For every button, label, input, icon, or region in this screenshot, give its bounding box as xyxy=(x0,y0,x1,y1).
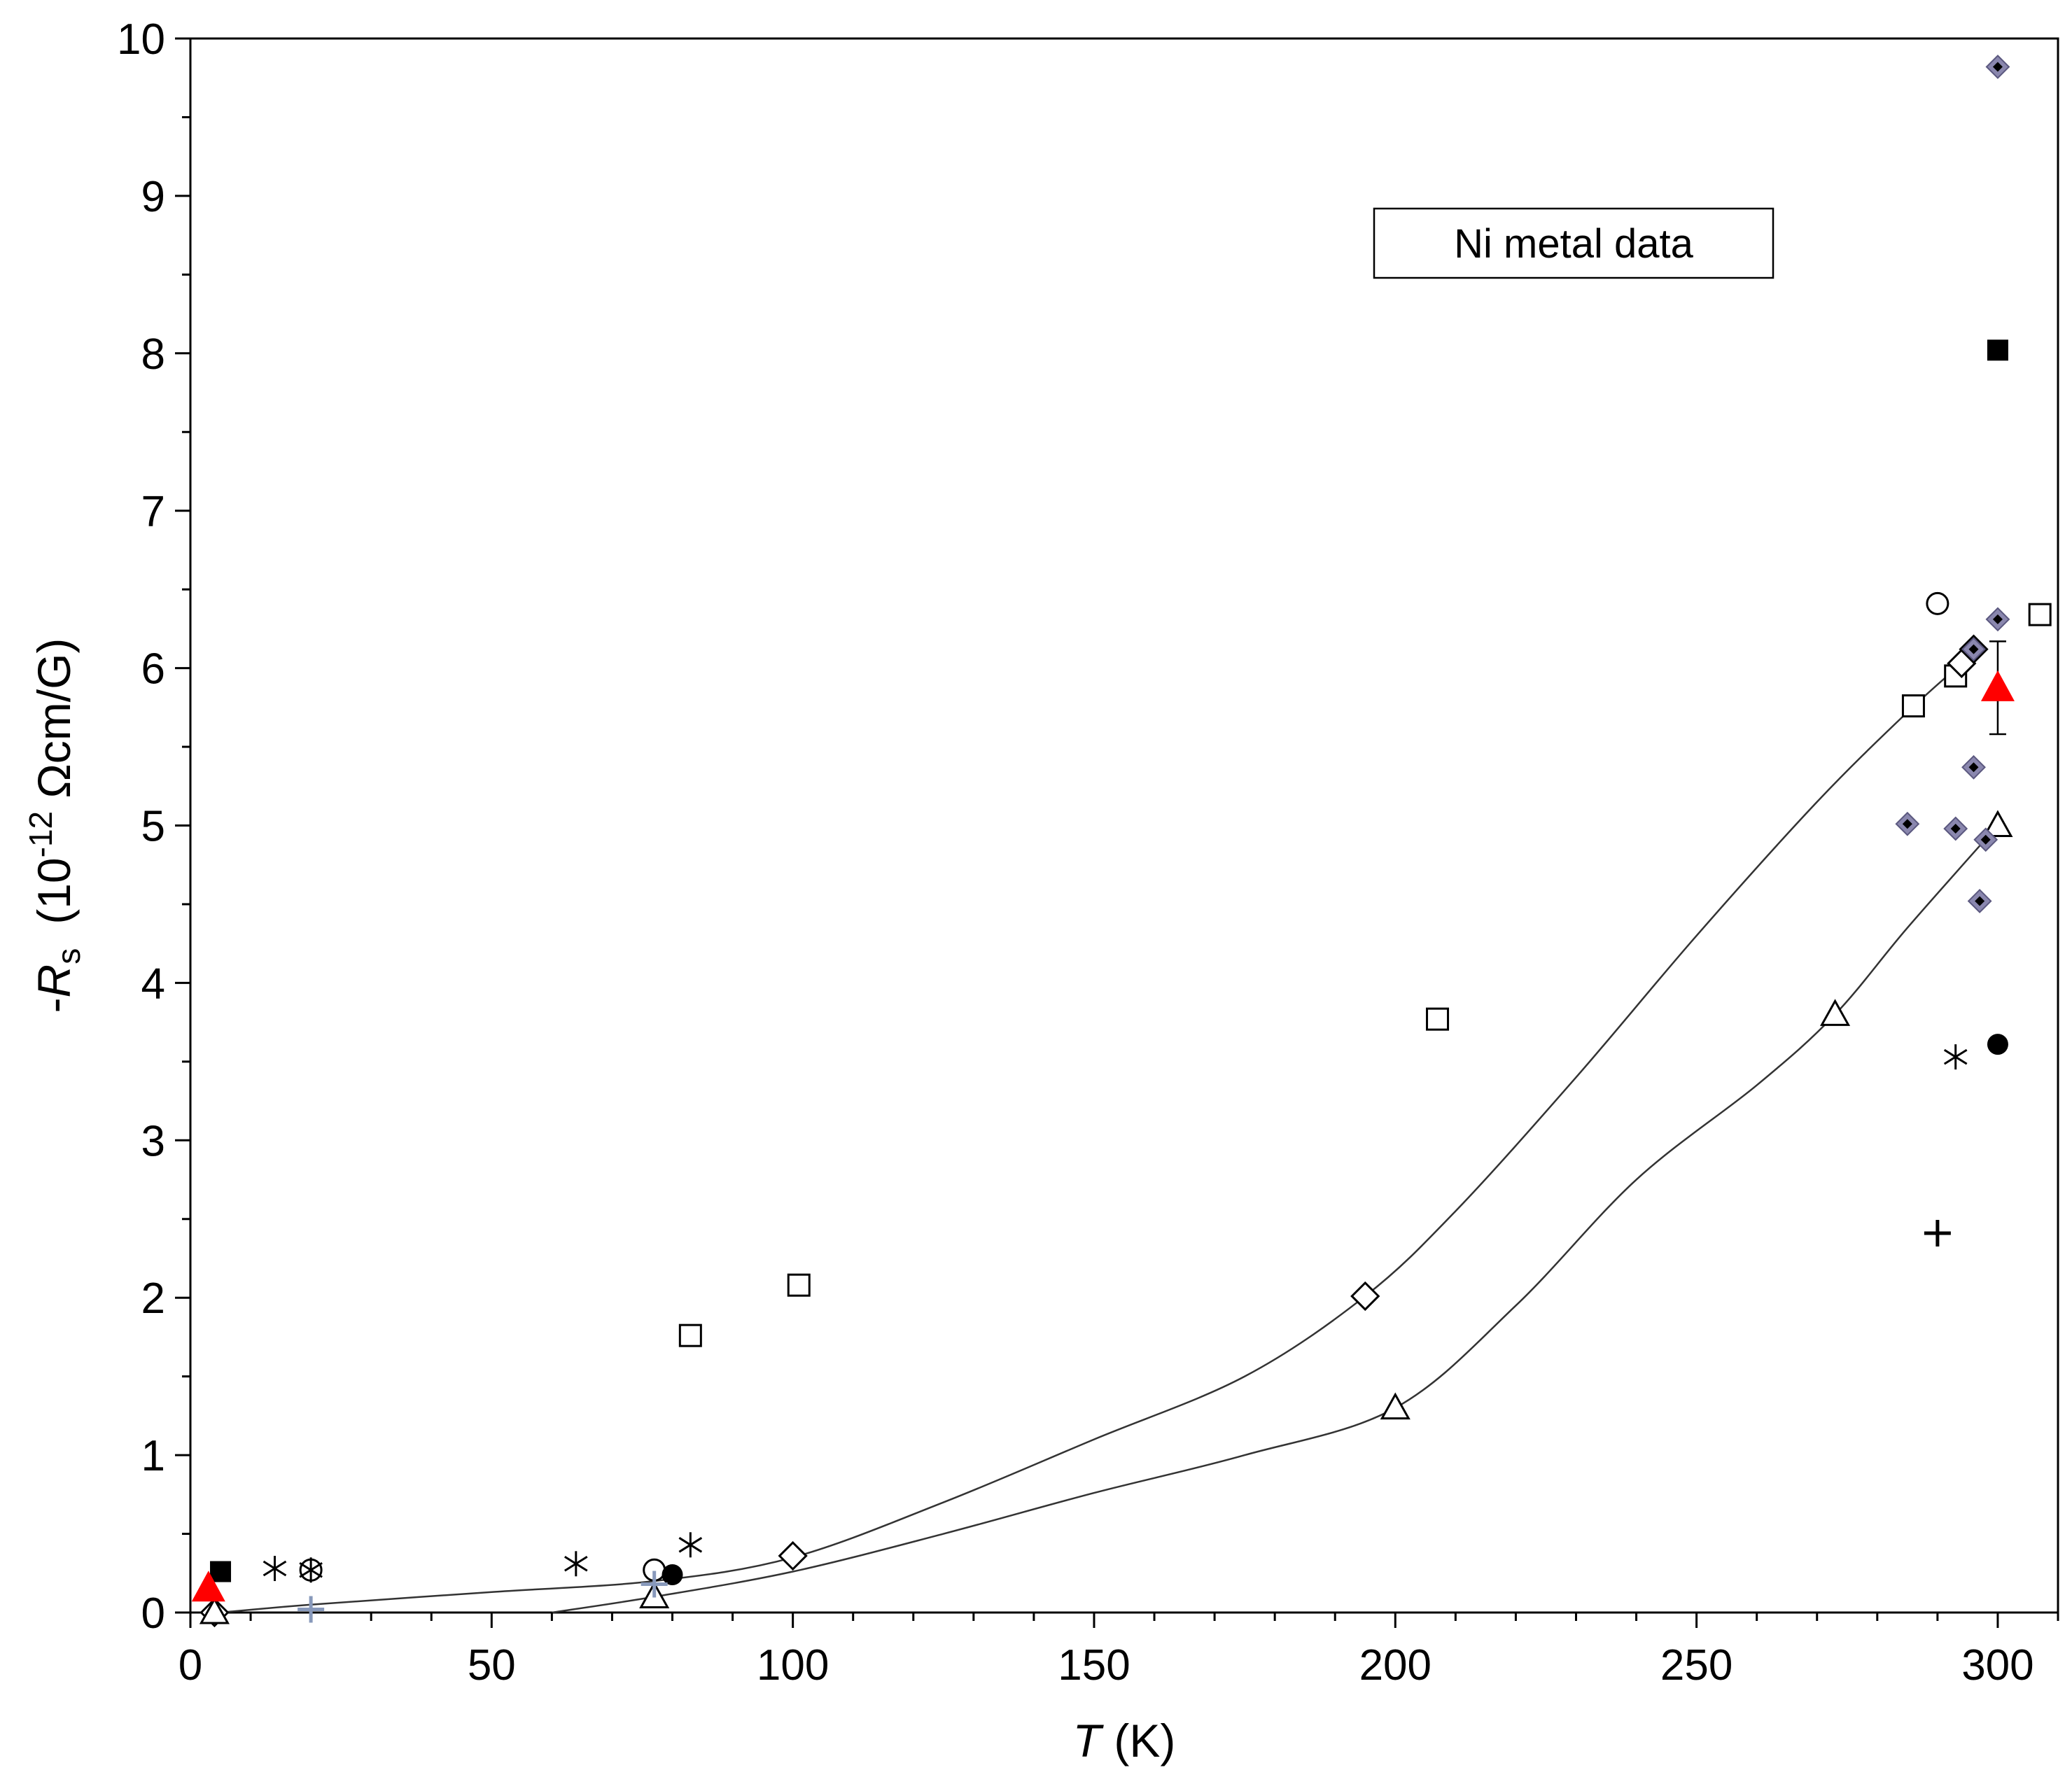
diamond-star-core xyxy=(1992,62,2003,72)
open-square-point xyxy=(787,1273,811,1297)
filled-triangle-point xyxy=(1980,670,2015,701)
x-tick-label: 150 xyxy=(1058,1641,1130,1690)
y-tick-label: 3 xyxy=(141,1117,165,1165)
y-axis-sign: - xyxy=(28,997,80,1013)
y-axis-subscript: s xyxy=(50,948,87,964)
asterisk-point xyxy=(564,1551,588,1577)
y-tick-label: 6 xyxy=(141,645,165,694)
filled-triangle-point xyxy=(191,1571,225,1602)
x-axis-variable: T xyxy=(1073,1715,1105,1767)
data-markers xyxy=(191,55,2052,1628)
diamond-star-point xyxy=(1943,816,1968,841)
fit-curve xyxy=(552,824,1998,1614)
plus-point xyxy=(298,1596,325,1623)
asterisk-point xyxy=(262,1556,287,1582)
diamond-star-point xyxy=(1961,637,1986,662)
legend-frame xyxy=(1373,207,1774,279)
y-tick-label: 8 xyxy=(141,330,165,379)
y-tick-label: 5 xyxy=(141,803,165,851)
asterisk-point xyxy=(678,1532,703,1558)
open-circle-point xyxy=(1926,591,1949,615)
y-tick-label: 9 xyxy=(141,173,165,221)
asterisk-point xyxy=(1943,1044,1968,1070)
x-tick-label: 200 xyxy=(1359,1641,1432,1690)
diamond-star-point xyxy=(1985,55,2010,79)
open-triangle-point xyxy=(1820,999,1851,1026)
open-square-point xyxy=(2028,603,2052,626)
legend-box: Ni metal data xyxy=(1373,207,1774,279)
asterisk-stroke xyxy=(262,1560,287,1577)
x-tick-label: 250 xyxy=(1660,1641,1732,1690)
open-triangle-point xyxy=(1380,1392,1410,1420)
asterisk-stroke xyxy=(299,1562,323,1578)
diamond-star-point xyxy=(1973,827,1998,852)
open-square-point xyxy=(1426,1007,1450,1031)
diamond-star-core xyxy=(1950,823,1961,834)
open-square-point xyxy=(1901,694,1925,718)
open-triangle-point xyxy=(1982,810,2013,837)
diamond-star-core xyxy=(1968,762,1979,773)
asterisk-point xyxy=(299,1557,323,1583)
filled-square-point xyxy=(1987,339,2008,361)
fit-curve xyxy=(220,662,1963,1614)
y-axis-exponent: -12 xyxy=(22,811,59,857)
diamond-star-point xyxy=(1967,889,1992,913)
diamond-star-point xyxy=(1961,754,1986,780)
y-axis-variable: R xyxy=(28,964,80,998)
y-axis-title: -Rs (10-12 Ωcm/G) xyxy=(22,638,87,1013)
fit-curves xyxy=(220,662,1998,1614)
axis-ticks xyxy=(175,37,2059,1628)
diamond-star-core xyxy=(1980,834,1991,845)
y-tick-label: 0 xyxy=(141,1589,165,1638)
x-tick-label: 100 xyxy=(757,1641,829,1690)
open-square-point xyxy=(678,1323,702,1347)
legend-label: Ni metal data xyxy=(1454,221,1693,267)
diamond-star-core xyxy=(1902,819,1912,829)
y-tick-label: 2 xyxy=(141,1274,165,1323)
plus-point xyxy=(640,1571,668,1598)
y-tick-label: 10 xyxy=(117,15,165,64)
asterisk-stroke xyxy=(1943,1048,1968,1065)
open-diamond-point xyxy=(1350,1281,1380,1312)
x-tick-label: 0 xyxy=(178,1641,202,1690)
x-tick-labels: 0 50 100 150 200 250 300 xyxy=(178,1641,2034,1690)
x-axis-unit: (K) xyxy=(1101,1715,1175,1767)
filled-circle-point xyxy=(662,1564,683,1586)
diamond-star-point xyxy=(1985,607,2010,632)
y-tick-label: 7 xyxy=(141,488,165,536)
open-diamond-point xyxy=(778,1540,808,1571)
x-axis-title: T (K) xyxy=(1073,1715,1176,1767)
asterisk-stroke xyxy=(678,1537,703,1553)
filled-circle-point xyxy=(1987,1034,2008,1055)
diamond-star-core xyxy=(1975,896,1985,906)
x-tick-label: 300 xyxy=(1961,1641,2033,1690)
y-axis-unit: Ωcm/G) xyxy=(28,638,80,811)
plus-point xyxy=(1924,1219,1951,1246)
asterisk-stroke xyxy=(564,1556,588,1572)
diamond-star-core xyxy=(1968,644,1979,654)
y-axis-unit-open: (10 xyxy=(28,857,80,924)
y-tick-labels: 0 1 2 3 4 5 6 7 8 9 10 xyxy=(117,15,165,1638)
diamond-star-point xyxy=(1895,811,1920,836)
plot-frame xyxy=(189,37,2059,1614)
y-tick-label: 1 xyxy=(141,1432,165,1480)
y-tick-label: 4 xyxy=(141,960,165,1008)
open-triangle-point xyxy=(199,1596,230,1624)
diamond-star-core xyxy=(1992,614,2003,624)
x-tick-label: 50 xyxy=(468,1641,516,1690)
filled-square-point xyxy=(210,1561,232,1582)
